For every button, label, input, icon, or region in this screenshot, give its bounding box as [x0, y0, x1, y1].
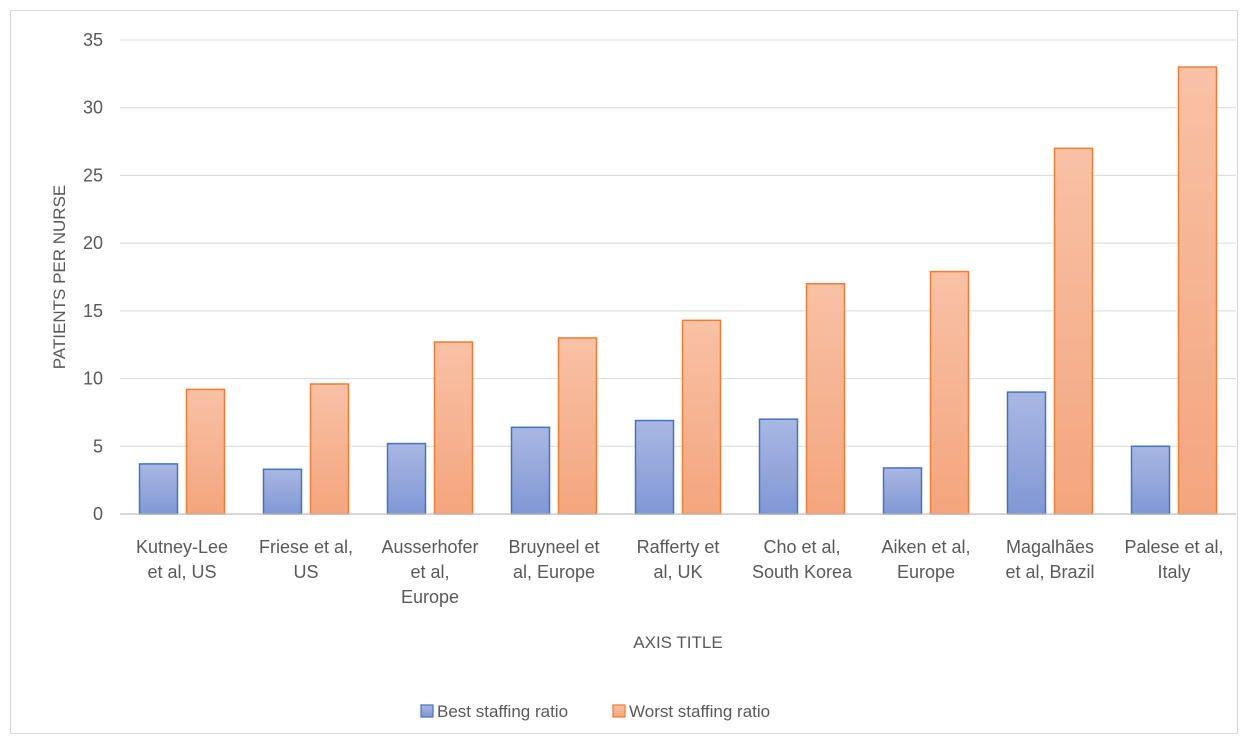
- bar-worst-staffing: [1053, 147, 1094, 515]
- y-tick-label: 30: [83, 98, 103, 118]
- bar-best-staffing: [262, 468, 303, 515]
- bar-best-staffing: [634, 419, 675, 515]
- bar-best-staffing: [138, 463, 179, 515]
- gridlines: [120, 39, 1236, 447]
- x-tick-label: Ausserhofer et al, Europe: [381, 537, 478, 607]
- bar-best-staffing: [1006, 391, 1047, 515]
- bars: [138, 66, 1218, 515]
- y-tick-label: 20: [83, 233, 103, 253]
- bar-worst-staffing: [1177, 66, 1218, 515]
- x-tick-label: Aiken et al, Europe: [881, 537, 970, 582]
- x-tick-label: Magalhães et al, Brazil: [1005, 537, 1094, 582]
- x-tick-label: Rafferty et al, UK: [637, 537, 720, 582]
- x-axis-title: AXIS TITLE: [633, 633, 722, 652]
- bar-worst-staffing: [929, 270, 970, 515]
- legend-label: Worst staffing ratio: [629, 702, 770, 721]
- legend: Best staffing ratio Worst staffing ratio: [420, 702, 770, 721]
- bar-best-staffing: [882, 467, 923, 515]
- y-tick-label: 15: [83, 301, 103, 321]
- x-tick-label: Bruyneel et al, Europe: [508, 537, 599, 582]
- y-axis-title: PATIENTS PER NURSE: [50, 185, 69, 370]
- bar-best-staffing: [386, 442, 427, 515]
- x-axis-tick-labels: Kutney-Lee et al, US Friese et al, US Ausser…: [136, 537, 1224, 607]
- bar-best-staffing: [758, 418, 799, 515]
- bar-worst-staffing: [681, 319, 722, 515]
- x-tick-label: Kutney-Lee et al, US: [136, 537, 228, 582]
- y-tick-label: 25: [83, 165, 103, 185]
- legend-swatch: [420, 704, 434, 718]
- bar-worst-staffing: [433, 341, 474, 515]
- y-tick-label: 5: [93, 436, 103, 456]
- x-tick-label: Palese et al, Italy: [1124, 537, 1223, 582]
- bar-best-staffing: [1130, 445, 1171, 515]
- legend-label: Best staffing ratio: [437, 702, 568, 721]
- bar-worst-staffing: [185, 388, 226, 515]
- bar-best-staffing: [510, 426, 551, 515]
- chart-frame: [10, 10, 1238, 734]
- legend-swatch: [612, 704, 626, 718]
- bar-worst-staffing: [805, 283, 846, 515]
- y-tick-label: 35: [83, 30, 103, 50]
- y-tick-label: 0: [93, 504, 103, 524]
- x-tick-label: Friese et al, US: [259, 537, 353, 582]
- y-axis-tick-labels: 0 5 10 15 20 25 30 35: [83, 30, 103, 524]
- x-tick-label: Cho et al, South Korea: [752, 537, 853, 582]
- bar-worst-staffing: [309, 383, 350, 515]
- bar-worst-staffing: [557, 337, 598, 515]
- y-tick-label: 10: [83, 369, 103, 389]
